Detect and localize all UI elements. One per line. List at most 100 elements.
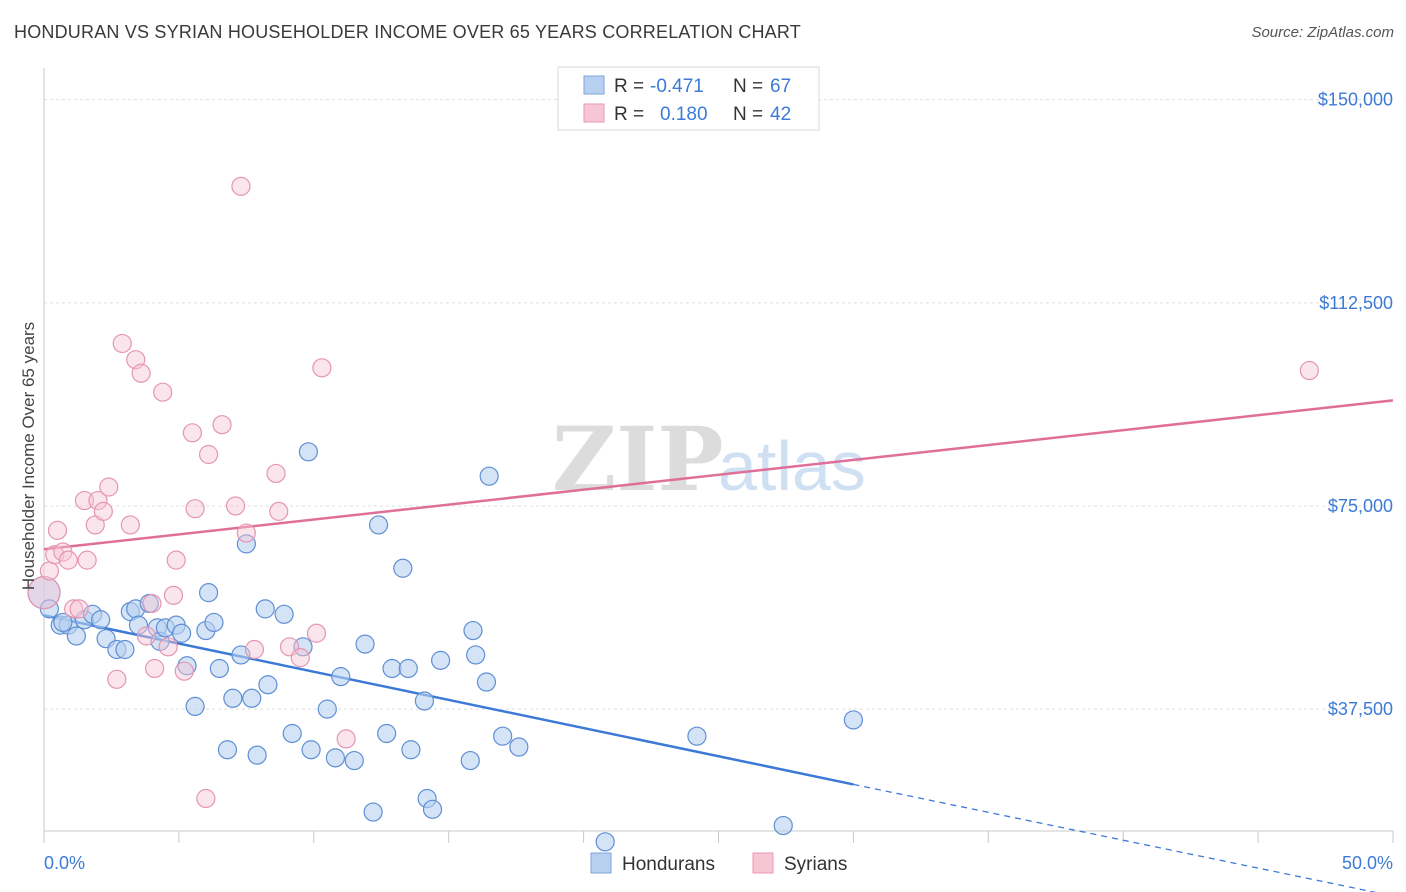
honduran-point — [274, 604, 294, 624]
honduran-point — [414, 691, 435, 711]
honduran-point — [398, 658, 418, 679]
honduran-point — [247, 745, 267, 765]
x-tick-min: 0.0% — [44, 853, 85, 873]
legend: R = -0.471 N = 67 R = 0.180 N = 42 — [557, 66, 820, 131]
syrian-point — [74, 490, 95, 511]
syrian-point — [69, 599, 89, 619]
syrian-point — [142, 593, 162, 614]
syrian-point — [131, 363, 151, 383]
y-tick-label: $37,500 — [1328, 699, 1393, 719]
honduran-trend-line — [43, 614, 854, 786]
honduran-point — [198, 583, 219, 603]
honduran-point — [282, 723, 302, 744]
syrian-point — [244, 639, 265, 660]
syrian-point — [47, 520, 68, 540]
syrian-point — [182, 423, 202, 443]
syrian-point — [266, 463, 286, 484]
honduran-point — [171, 623, 192, 643]
honduran-point — [393, 558, 413, 578]
honduran-point — [773, 815, 793, 836]
honduran-point — [236, 534, 256, 554]
syrian-point — [77, 550, 97, 570]
legend-n-value-2: 42 — [770, 104, 791, 125]
syrian-point — [166, 550, 186, 570]
honduran-point — [115, 639, 135, 660]
syrian-point — [153, 382, 173, 402]
honduran-point — [401, 740, 421, 760]
honduran-point — [217, 740, 238, 760]
honduran-point — [687, 726, 707, 746]
honduran-point — [128, 615, 149, 635]
syrian-point — [212, 415, 232, 435]
honduran-point — [66, 626, 86, 646]
honduran-point — [377, 723, 397, 744]
honduran-point — [509, 737, 529, 757]
trend-lines — [43, 399, 1394, 892]
honduran-point — [460, 750, 480, 771]
source-label: Source: ZipAtlas.com — [1251, 24, 1394, 41]
y-tick-label: $112,500 — [1319, 293, 1393, 313]
syrian-point — [306, 623, 327, 643]
honduran-point — [301, 740, 321, 760]
syrian-point — [196, 788, 216, 809]
honduran-point — [177, 656, 197, 676]
syrian-point — [225, 496, 246, 516]
syrian-point — [290, 648, 310, 668]
honduran-point — [91, 610, 111, 630]
honduran-point — [223, 688, 243, 708]
x-tick-max: 50.0% — [1342, 853, 1393, 873]
honduran-point — [39, 599, 59, 619]
data-points — [27, 176, 1319, 852]
syrian-point — [58, 550, 78, 570]
syrian-point — [1299, 360, 1319, 381]
syrian-point — [88, 490, 108, 511]
honduran-point — [422, 799, 443, 819]
syrian-point — [198, 444, 219, 465]
legend-n-label-2: N = — [733, 104, 763, 125]
syrian-point — [27, 576, 61, 610]
honduran-point — [363, 802, 383, 822]
syrian-point — [120, 515, 140, 535]
honduran-point — [298, 442, 319, 462]
syrian-point — [99, 477, 119, 497]
honduran-point — [242, 688, 262, 708]
syrian-point — [107, 669, 127, 689]
chart-title: HONDURAN VS SYRIAN HOUSEHOLDER INCOME OV… — [14, 22, 801, 42]
legend-swatch-hondurans — [583, 75, 605, 95]
y-tick-label: $75,000 — [1328, 496, 1393, 516]
honduran-point — [258, 675, 278, 695]
honduran-point — [255, 599, 275, 619]
syrian-point — [312, 358, 332, 378]
syrian-point — [185, 499, 205, 519]
honduran-point — [331, 667, 351, 687]
syrian-point — [145, 658, 165, 679]
syrian-point — [269, 501, 289, 521]
syrian-point — [136, 626, 157, 646]
syrian-point — [336, 729, 356, 749]
honduran-point — [595, 832, 615, 852]
syrian-point — [236, 523, 256, 543]
honduran-point — [493, 726, 513, 746]
honduran-point — [355, 634, 375, 654]
syrian-point — [39, 561, 59, 581]
honduran-point — [843, 710, 864, 730]
honduran-point — [479, 466, 499, 486]
legend-n-value-1: 67 — [770, 76, 791, 97]
bottom-legend-hondurans: Hondurans — [622, 854, 715, 875]
legend-r-label-2: R = — [614, 104, 644, 125]
honduran-point — [344, 750, 364, 771]
syrian-point — [231, 176, 251, 196]
honduran-point — [368, 515, 389, 535]
honduran-point — [209, 658, 229, 679]
syrian-point — [64, 599, 84, 619]
syrian-point — [158, 637, 178, 657]
honduran-point — [325, 748, 345, 768]
y-tick-label: $150,000 — [1318, 90, 1393, 110]
honduran-point — [476, 672, 497, 692]
watermark-zip: ZIP — [552, 407, 724, 511]
legend-r-label-1: R = — [614, 76, 644, 97]
honduran-point — [463, 620, 483, 641]
legend-n-label-1: N = — [733, 76, 763, 97]
syrian-point — [112, 333, 132, 354]
